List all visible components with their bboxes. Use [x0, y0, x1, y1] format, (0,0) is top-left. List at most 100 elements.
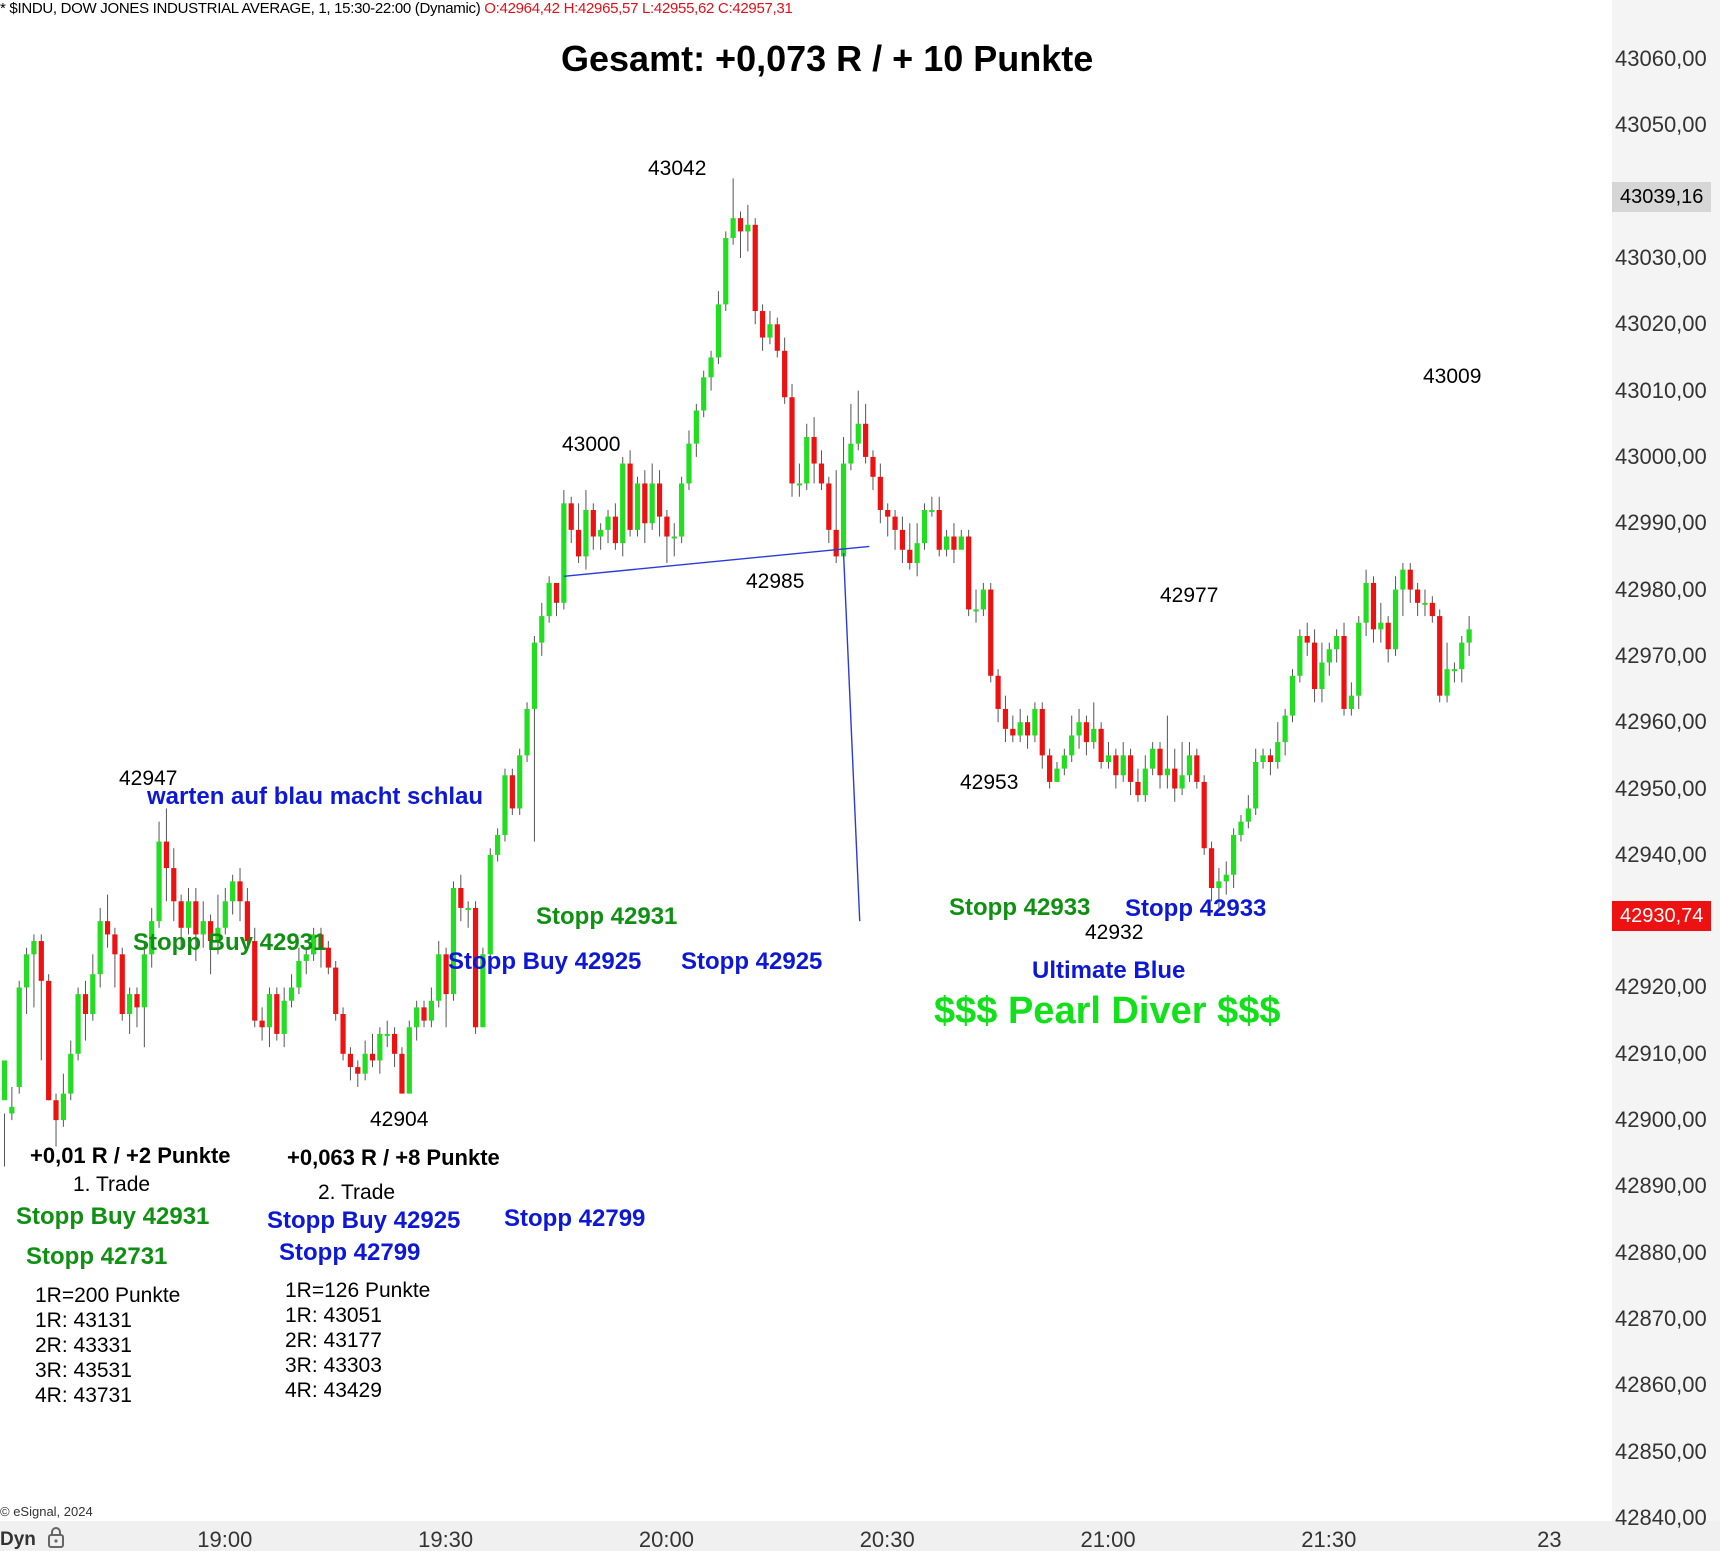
- candle-up[interactable]: [414, 1007, 420, 1028]
- candle-down[interactable]: [656, 483, 663, 517]
- candle-up[interactable]: [804, 437, 810, 484]
- candle-down[interactable]: [53, 1100, 59, 1121]
- candle-down[interactable]: [664, 516, 670, 537]
- candle-down[interactable]: [237, 881, 243, 902]
- candle-up[interactable]: [1444, 669, 1450, 696]
- candle-up[interactable]: [649, 483, 655, 524]
- candle-up[interactable]: [9, 1106, 15, 1114]
- trend-line[interactable]: [842, 553, 861, 922]
- candle-down[interactable]: [421, 1007, 427, 1021]
- candle-down[interactable]: [1385, 622, 1391, 650]
- candle-up[interactable]: [605, 516, 611, 530]
- candle-down[interactable]: [642, 483, 648, 524]
- candle-up[interactable]: [1054, 768, 1060, 782]
- candle-up[interactable]: [561, 503, 567, 603]
- candle-down[interactable]: [333, 967, 339, 1015]
- candle-up[interactable]: [1326, 649, 1332, 663]
- candle-up[interactable]: [914, 543, 920, 564]
- candle-up[interactable]: [127, 994, 133, 1015]
- candle-down[interactable]: [391, 1033, 398, 1054]
- candle-down[interactable]: [1201, 781, 1207, 849]
- candle-down[interactable]: [1208, 848, 1215, 888]
- candle-down[interactable]: [568, 503, 574, 530]
- candle-down[interactable]: [104, 921, 111, 935]
- candle-down[interactable]: [38, 941, 44, 981]
- candle-up[interactable]: [701, 377, 707, 411]
- candle-down[interactable]: [274, 994, 280, 1034]
- candle-down[interactable]: [1407, 569, 1413, 590]
- candle-up[interactable]: [495, 834, 501, 855]
- candle-up[interactable]: [1091, 728, 1097, 743]
- price-axis-panel[interactable]: [1612, 0, 1720, 1551]
- candle-up[interactable]: [767, 324, 773, 338]
- candle-up[interactable]: [266, 994, 273, 1028]
- candle-down[interactable]: [1172, 768, 1178, 789]
- candle-down[interactable]: [163, 841, 170, 869]
- candle-down[interactable]: [119, 954, 125, 1015]
- candle-up[interactable]: [1392, 589, 1399, 650]
- candle-down[interactable]: [112, 934, 118, 955]
- candle-down[interactable]: [1429, 602, 1435, 617]
- candle-up[interactable]: [546, 582, 552, 617]
- candle-up[interactable]: [1319, 662, 1325, 690]
- candle-up[interactable]: [1245, 808, 1251, 822]
- candle-down[interactable]: [355, 1067, 361, 1074]
- candle-up[interactable]: [517, 755, 523, 809]
- candle-down[interactable]: [995, 675, 1001, 709]
- candle-down[interactable]: [951, 536, 957, 550]
- candle-down[interactable]: [1157, 748, 1163, 776]
- candle-down[interactable]: [369, 1053, 376, 1061]
- candle-up[interactable]: [1238, 821, 1244, 835]
- candle-down[interactable]: [870, 456, 876, 477]
- candle-up[interactable]: [1363, 582, 1369, 623]
- candle-down[interactable]: [1047, 755, 1053, 782]
- candle-down[interactable]: [1415, 589, 1421, 603]
- candle-up[interactable]: [1017, 722, 1023, 736]
- candle-up[interactable]: [730, 218, 736, 239]
- candle-down[interactable]: [1039, 708, 1045, 756]
- candle-down[interactable]: [936, 509, 942, 550]
- candle-down[interactable]: [1267, 755, 1274, 762]
- candle-up[interactable]: [450, 888, 457, 995]
- candle-up[interactable]: [531, 642, 538, 709]
- candle-down[interactable]: [1113, 755, 1119, 776]
- candle-up[interactable]: [1451, 669, 1458, 672]
- candle-down[interactable]: [1083, 722, 1090, 743]
- candle-down[interactable]: [509, 775, 515, 809]
- candle-up[interactable]: [1, 1060, 8, 1101]
- candle-up[interactable]: [90, 974, 96, 1015]
- candle-up[interactable]: [598, 529, 604, 537]
- candle-up[interactable]: [149, 921, 155, 955]
- candle-up[interactable]: [428, 1000, 434, 1021]
- candle-down[interactable]: [892, 516, 898, 530]
- corner-label[interactable]: Dyn: [0, 1526, 65, 1551]
- candle-up[interactable]: [943, 536, 950, 550]
- candle-down[interactable]: [244, 901, 250, 942]
- candle-down[interactable]: [553, 582, 560, 603]
- candle-up[interactable]: [1297, 635, 1303, 676]
- candle-up[interactable]: [1216, 881, 1222, 888]
- candle-up[interactable]: [1422, 602, 1428, 605]
- candle-down[interactable]: [627, 463, 633, 530]
- candle-up[interactable]: [583, 509, 589, 557]
- candle-up[interactable]: [723, 238, 729, 305]
- candle-up[interactable]: [1260, 755, 1266, 762]
- candle-down[interactable]: [1024, 722, 1031, 736]
- candle-up[interactable]: [1231, 834, 1237, 875]
- candle-down[interactable]: [1370, 582, 1377, 630]
- candle-up[interactable]: [230, 881, 236, 902]
- candle-up[interactable]: [141, 954, 147, 1008]
- candle-up[interactable]: [1223, 874, 1229, 882]
- lock-icon[interactable]: [47, 1526, 65, 1551]
- candle-down[interactable]: [818, 463, 825, 484]
- candle-up[interactable]: [1120, 755, 1126, 776]
- candle-down[interactable]: [737, 218, 744, 232]
- candle-down[interactable]: [325, 947, 331, 968]
- candle-up[interactable]: [973, 609, 979, 612]
- candle-up[interactable]: [303, 954, 309, 961]
- candle-up[interactable]: [362, 1053, 368, 1074]
- candle-down[interactable]: [1311, 642, 1318, 690]
- candle-down[interactable]: [1010, 728, 1016, 736]
- candle-down[interactable]: [899, 529, 906, 550]
- candle-up[interactable]: [384, 1033, 390, 1036]
